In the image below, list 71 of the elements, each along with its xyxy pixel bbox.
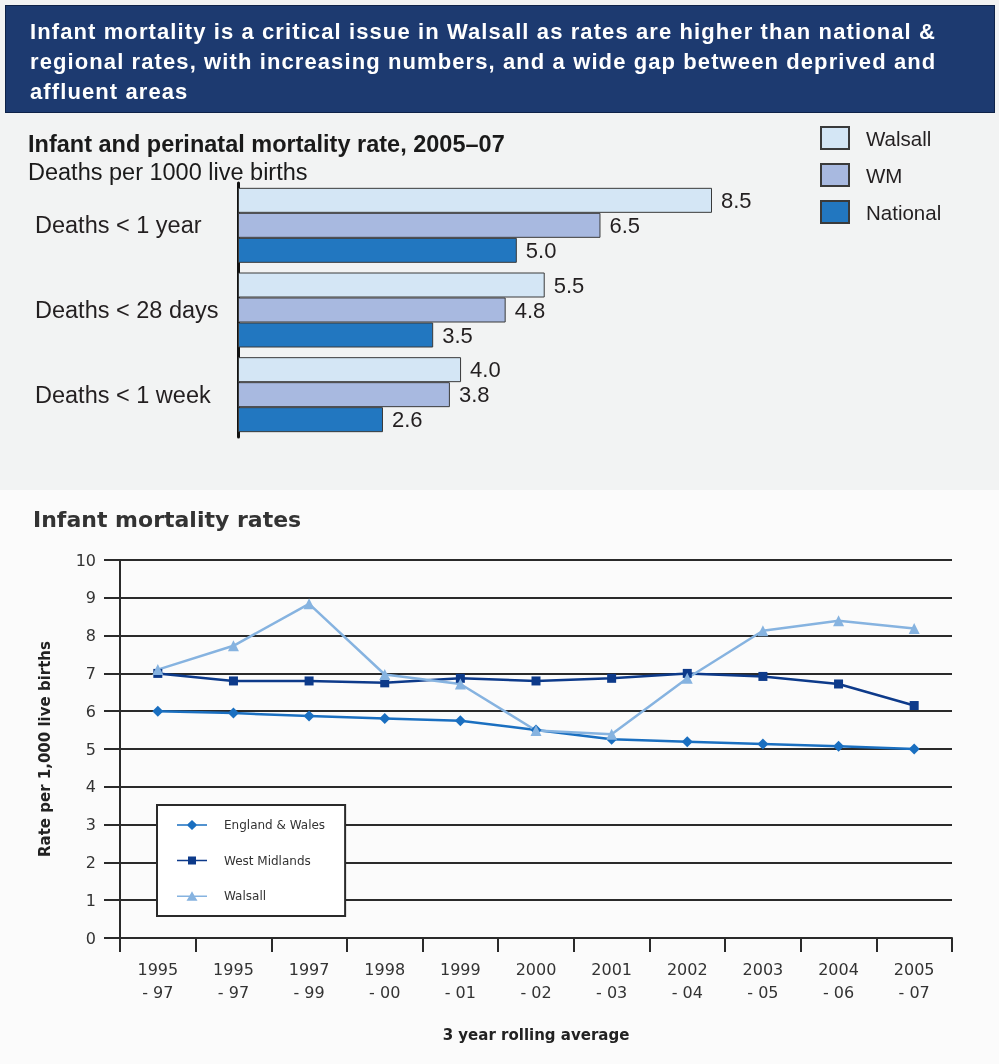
data-label: 4.0 (470, 357, 501, 383)
y-tick-label: 7 (85, 663, 96, 683)
point (681, 736, 693, 748)
legend-label: National (866, 200, 942, 224)
chart-subtitle: Deaths per 1000 live births (28, 159, 308, 185)
y-tick-label: 0 (85, 928, 96, 948)
x-tick-label: 1999 - 01 (440, 960, 481, 1002)
y-tick-label: 10 (75, 550, 96, 570)
point (304, 676, 314, 686)
point (531, 676, 541, 686)
point (757, 625, 769, 637)
point (758, 671, 768, 681)
point (606, 728, 618, 740)
legend-label: Walsall (224, 889, 267, 903)
data-label: 8.5 (721, 187, 752, 213)
y-tick-label: Deaths < 1 year (35, 212, 202, 239)
y-axis-title: Rate per 1,000 live births (35, 640, 54, 857)
x-axis-title: 3 year rolling average (442, 1025, 630, 1044)
point (908, 622, 920, 634)
point (909, 701, 919, 711)
point (833, 740, 845, 752)
point (607, 673, 617, 683)
data-label: 5.5 (553, 272, 585, 298)
chart-title: Infant mortality rates (33, 506, 302, 532)
point (303, 598, 315, 610)
point (908, 743, 920, 755)
x-tick-label: 1998 - 00 (364, 960, 406, 1002)
legend-label: WM (866, 163, 903, 187)
data-label: 5.0 (525, 237, 557, 263)
x-tick-label: 1995 - 97 (213, 960, 254, 1002)
data-label: 3.5 (442, 322, 473, 348)
y-tick-label: 1 (85, 890, 96, 910)
x-tick-label: 2002 - 04 (666, 960, 708, 1002)
data-label: 4.8 (514, 297, 546, 323)
point (379, 712, 391, 724)
point (152, 705, 164, 717)
heading-banner: Infant mortality is a critical issue in Walsall as rates are higher than national & regional rates, with increasing numbers, and a wide gap between deprived and affluent areas (5, 5, 995, 113)
x-tick-label: 2001 - 03 (591, 960, 632, 1002)
legend-label: Walsall (866, 126, 932, 150)
y-tick-label: 6 (85, 701, 96, 721)
point (834, 679, 844, 689)
x-tick-label: 1997 - 99 (288, 960, 330, 1002)
data-label: 2.6 (391, 407, 423, 433)
legend-label: England & Wales (224, 818, 326, 832)
point (454, 678, 466, 690)
y-tick-label: Deaths < 1 week (35, 381, 211, 408)
y-tick-label: 9 (85, 588, 96, 608)
data-label: 6.5 (609, 212, 641, 238)
point (152, 664, 164, 676)
x-tick-label: 2005 - 07 (893, 960, 935, 1002)
point (681, 672, 693, 684)
legend-label: West Midlands (224, 853, 311, 868)
x-tick-label: 2003 - 05 (742, 960, 784, 1002)
point (379, 669, 391, 681)
point (757, 738, 769, 750)
point (303, 710, 315, 722)
data-label: 3.8 (458, 382, 490, 408)
y-tick-label: 8 (85, 626, 96, 646)
y-tick-label: 3 (85, 815, 96, 835)
point (454, 715, 466, 727)
point (227, 640, 239, 652)
y-tick-label: 4 (85, 777, 96, 797)
x-tick-label: 1995 - 97 (137, 960, 179, 1002)
point (228, 676, 238, 686)
x-tick-label: 2000 - 02 (515, 960, 557, 1002)
y-tick-label: Deaths < 28 days (35, 297, 219, 323)
point (833, 615, 845, 627)
y-tick-label: 2 (85, 852, 96, 872)
x-tick-label: 2004 - 06 (818, 960, 859, 1002)
y-tick-label: 5 (85, 739, 96, 759)
chart-title: Infant and perinatal mortality rate, 2005–07 (28, 131, 505, 157)
